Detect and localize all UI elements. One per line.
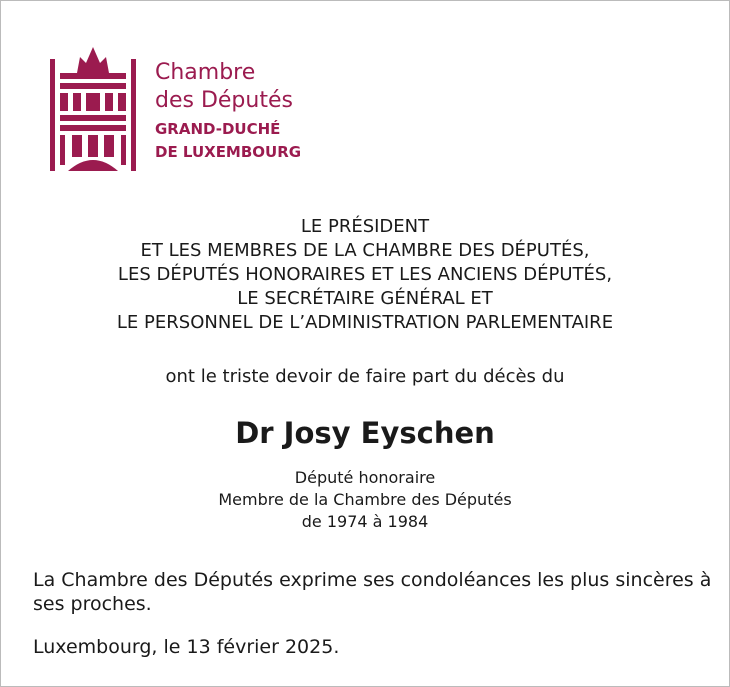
deceased-name: Dr Josy Eyschen xyxy=(235,416,495,450)
place-date: Luxembourg, le 13 février 2025. xyxy=(33,636,340,658)
condolences-text: La Chambre des Députés exprime ses condo… xyxy=(33,569,712,615)
logo-line-2: des Députés xyxy=(155,88,293,113)
title-line: de 1974 à 1984 xyxy=(301,512,429,531)
announcer-line: LE PERSONNEL DE L’ADMINISTRATION PARLEME… xyxy=(116,312,614,333)
announcer-line: ET LES MEMBRES DE LA CHAMBRE DES DÉPUTÉS… xyxy=(140,240,590,261)
chamber-building-icon xyxy=(50,45,136,175)
announcer-line: LE PRÉSIDENT xyxy=(300,216,430,237)
logo-line-1: Chambre xyxy=(155,60,256,85)
announcer-line: LE SECRÉTAIRE GÉNÉRAL ET xyxy=(237,288,493,309)
title-line: Député honoraire xyxy=(294,468,436,487)
intro-text: ont le triste devoir de faire part du dé… xyxy=(165,366,565,387)
deceased-titles: Député honoraire Membre de la Chambre de… xyxy=(0,467,730,533)
logo-line-4: DE LUXEMBOURG xyxy=(155,143,302,161)
announcer-line: LES DÉPUTÉS HONORAIRES ET LES ANCIENS DÉ… xyxy=(117,264,613,285)
title-line: Membre de la Chambre des Députés xyxy=(218,490,512,509)
logo-line-3: GRAND-DUCHÉ xyxy=(155,120,281,138)
announcers: LE PRÉSIDENT ET LES MEMBRES DE LA CHAMBR… xyxy=(0,215,730,335)
